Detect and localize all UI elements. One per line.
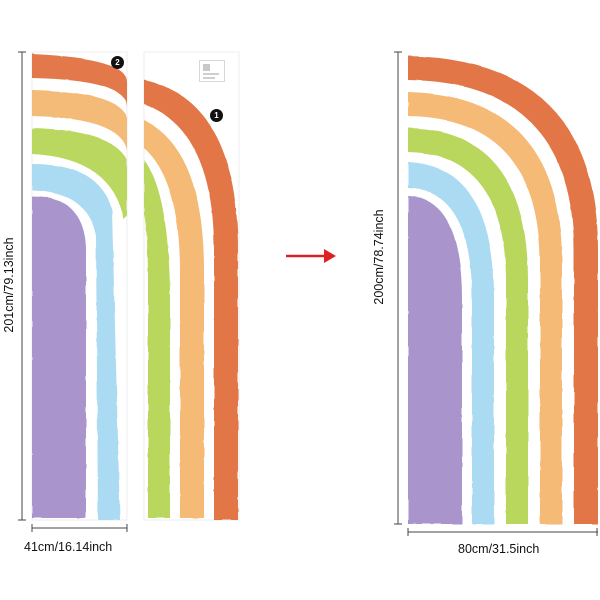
right-width-label: 80cm/31.5inch	[458, 542, 540, 556]
band-red-orange	[144, 80, 238, 520]
band-orange	[408, 92, 562, 524]
tag-thumbnail-icon	[203, 64, 210, 71]
right-height-label: 200cm/78.74inch	[372, 209, 386, 305]
band-green	[144, 160, 170, 518]
band-orange	[144, 120, 204, 518]
rainbow-piece-1	[144, 80, 238, 520]
band-orange	[32, 90, 127, 150]
band-red-orange	[32, 54, 127, 107]
piece-2-badge: 2	[111, 56, 124, 69]
piece-1-badge: 1	[210, 109, 223, 122]
band-red-orange	[408, 56, 598, 524]
band-purple	[32, 196, 86, 518]
left-width-label: 41cm/16.14inch	[24, 540, 113, 554]
band-blue	[32, 164, 120, 520]
arrow-right-icon	[286, 249, 336, 263]
band-green	[32, 128, 127, 220]
left-height-label: 201cm/79.13inch	[2, 237, 16, 333]
band-blue	[408, 162, 494, 524]
assembled-rainbow	[408, 56, 598, 524]
product-label-tag	[199, 60, 225, 82]
rainbow-piece-2	[32, 54, 127, 520]
band-purple	[408, 196, 462, 524]
band-green	[408, 128, 528, 524]
